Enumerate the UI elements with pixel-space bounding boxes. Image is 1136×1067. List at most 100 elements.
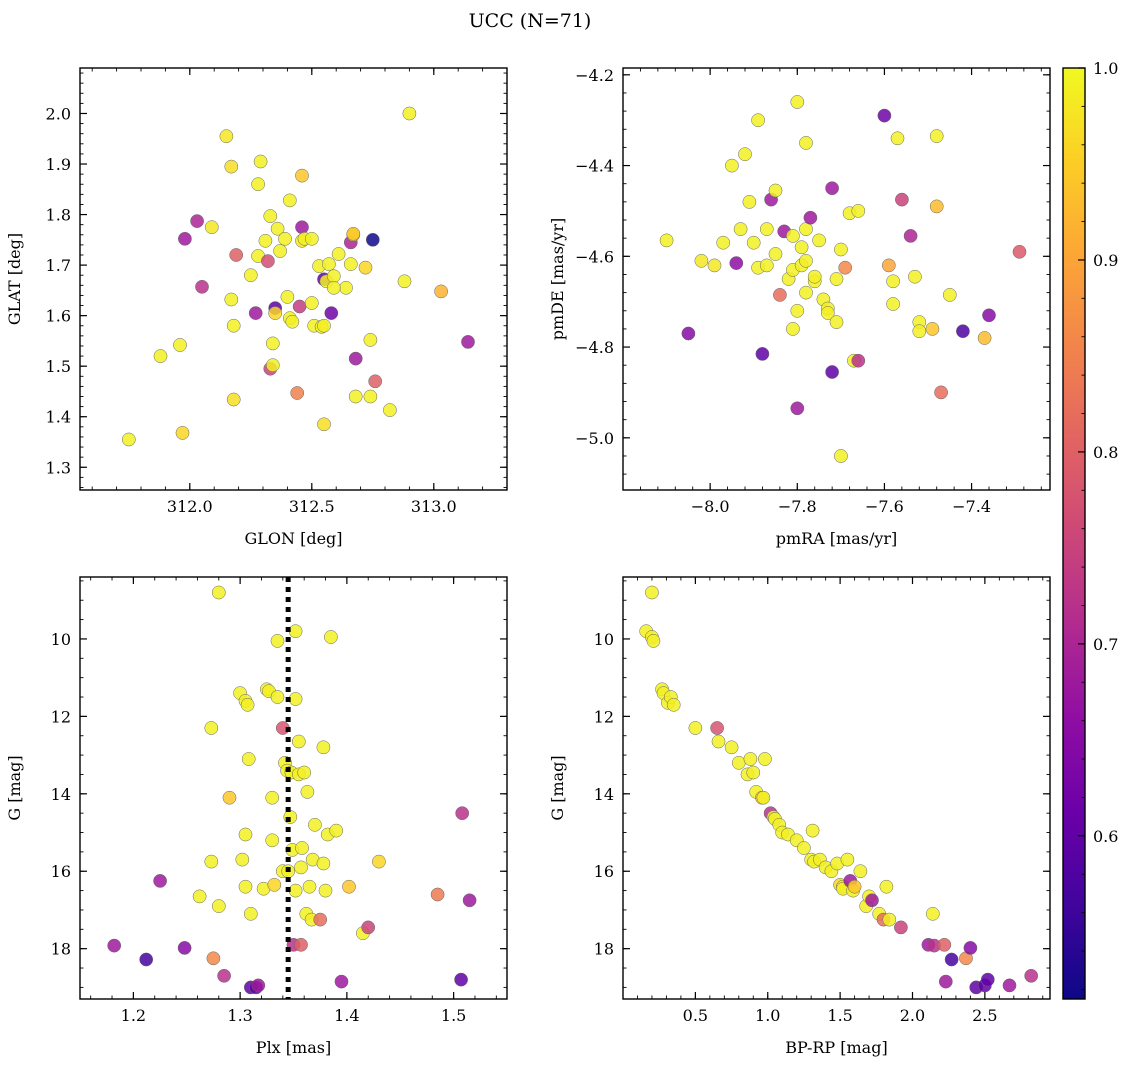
- data-point: [746, 765, 761, 780]
- data-point: [759, 222, 774, 236]
- data-point: [224, 159, 239, 174]
- data-point: [292, 299, 307, 314]
- colorbar-gradient: [1063, 68, 1085, 999]
- data-point: [820, 306, 835, 320]
- data-point: [270, 221, 285, 236]
- data-point: [363, 333, 378, 347]
- scatter-points: [639, 585, 1039, 995]
- data-point: [659, 233, 674, 248]
- data-point: [304, 231, 319, 246]
- data-point: [977, 331, 992, 345]
- y-tick-label: 1.8: [46, 206, 71, 225]
- x-tick-label: 1.0: [755, 1006, 780, 1025]
- axes-frame: [622, 576, 1051, 1000]
- data-point: [300, 785, 315, 799]
- data-point: [178, 231, 192, 246]
- data-point: [265, 336, 280, 351]
- data-point: [707, 258, 722, 273]
- data-point: [773, 288, 787, 302]
- data-point: [742, 195, 757, 209]
- data-point: [461, 335, 475, 349]
- data-point: [253, 154, 268, 169]
- y-axis-label: GLAT [deg]: [5, 233, 24, 325]
- data-point: [211, 899, 226, 913]
- data-point: [238, 879, 253, 894]
- y-tick-label: 2.0: [46, 104, 71, 123]
- data-point: [942, 288, 957, 302]
- data-point: [295, 220, 309, 235]
- data-point: [755, 347, 770, 361]
- data-point: [929, 199, 944, 214]
- data-point: [768, 247, 783, 261]
- data-point: [348, 351, 363, 366]
- data-point: [768, 183, 783, 198]
- data-point: [224, 292, 239, 307]
- y-tick-label: 18: [51, 940, 71, 959]
- y-axis-label: G [mag]: [5, 755, 24, 820]
- data-point: [895, 192, 909, 207]
- data-point: [805, 823, 820, 838]
- data-point: [324, 306, 339, 320]
- data-point: [326, 269, 341, 284]
- x-tick-label: 1.3: [227, 1006, 252, 1025]
- x-axis-label: GLON [deg]: [244, 529, 342, 548]
- x-tick-label: 313.0: [411, 497, 457, 516]
- data-point: [358, 260, 373, 275]
- data-point: [316, 740, 331, 755]
- data-point: [313, 912, 328, 927]
- data-point: [799, 136, 813, 150]
- data-point: [153, 349, 168, 363]
- data-point: [925, 906, 940, 921]
- data-point: [758, 752, 772, 766]
- data-point: [372, 854, 386, 869]
- data-point: [190, 214, 204, 228]
- data-point: [963, 941, 978, 955]
- data-point: [248, 306, 263, 320]
- data-point: [302, 879, 317, 894]
- panel-bprp-g: 0.5 1.0 1.5 2.0 2.5 10 12 14 16 18 BP-RP [mag] G [m…: [548, 576, 1051, 1057]
- colorbar-tick-label: 0.7: [1093, 635, 1118, 654]
- data-point: [219, 129, 234, 144]
- data-point: [204, 220, 219, 235]
- data-point: [794, 240, 809, 255]
- data-point: [206, 951, 221, 966]
- y-axis-label: G [mag]: [548, 755, 567, 820]
- data-point: [786, 322, 800, 336]
- data-point: [342, 879, 356, 894]
- data-point: [322, 257, 336, 271]
- data-point: [324, 630, 338, 644]
- data-point: [195, 279, 209, 294]
- y-tick-label: 1.7: [46, 256, 71, 275]
- data-point: [121, 432, 136, 447]
- y-tick-label: −4.2: [575, 66, 614, 85]
- x-tick-label: 1.5: [441, 1006, 466, 1025]
- data-point: [829, 272, 844, 286]
- data-point: [724, 740, 739, 755]
- data-point: [192, 889, 207, 904]
- data-point: [235, 852, 250, 867]
- data-point: [251, 177, 265, 192]
- data-point: [725, 158, 739, 173]
- data-point: [840, 852, 855, 867]
- data-point: [365, 232, 380, 247]
- data-point: [853, 864, 868, 879]
- data-point: [270, 634, 285, 648]
- y-tick-label: 12: [51, 707, 71, 726]
- data-point: [646, 634, 661, 648]
- y-tick-label: −4.6: [575, 247, 614, 266]
- data-point: [882, 912, 897, 927]
- data-point: [925, 322, 940, 336]
- data-point: [462, 893, 477, 908]
- data-point: [797, 841, 811, 855]
- y-tick-label: 1.5: [46, 357, 71, 376]
- colorbar: 0.6 0.7 0.8 0.9 1.0: [1062, 59, 1118, 1000]
- y-tick-label: 14: [51, 785, 71, 804]
- data-point: [803, 210, 818, 225]
- panel-glon-glat: 312.0 312.5 313.0 1.3 1.4 1.5 1.6 1.7 1.8 1.9 2.0 G…: [5, 67, 508, 548]
- colorbar-tick-label: 1.0: [1093, 59, 1118, 78]
- data-point: [251, 978, 266, 993]
- data-point: [865, 893, 879, 908]
- data-point: [282, 193, 297, 208]
- data-point: [397, 274, 412, 289]
- data-point: [329, 823, 344, 838]
